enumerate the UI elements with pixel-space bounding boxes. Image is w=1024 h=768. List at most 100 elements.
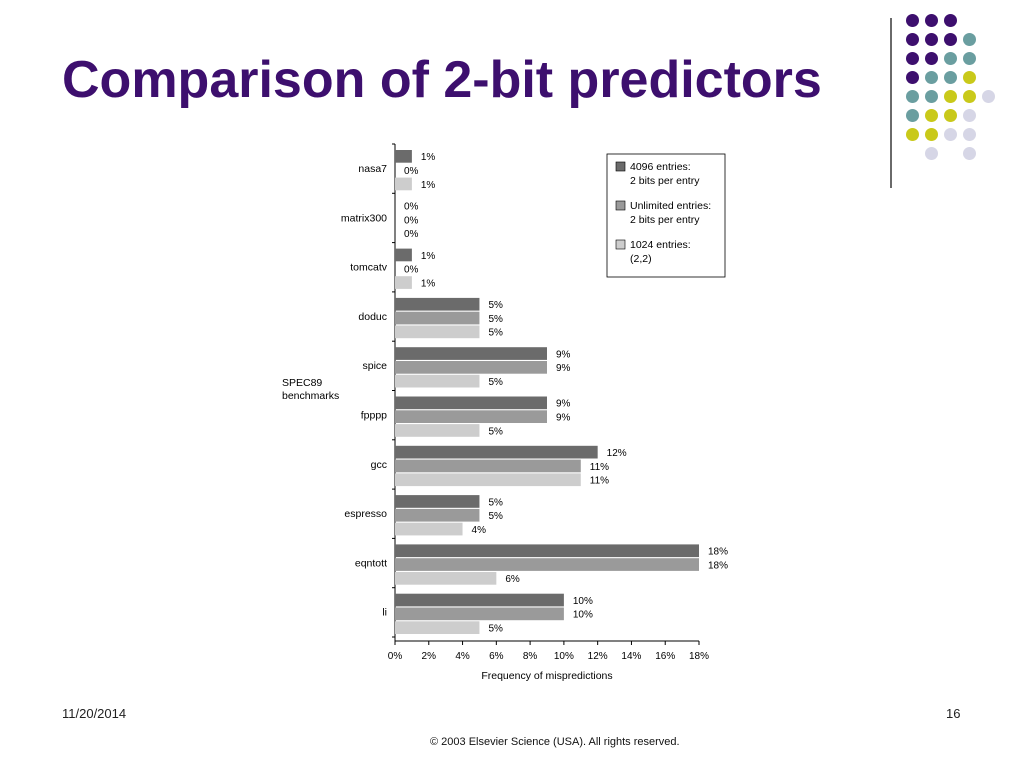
data-label: 0% <box>404 265 419 276</box>
decorative-dot <box>925 128 938 141</box>
data-label: 0% <box>404 202 419 213</box>
bar <box>395 607 564 621</box>
bar <box>395 361 547 374</box>
data-label: 12% <box>607 448 627 459</box>
decorative-dot <box>925 52 938 65</box>
bar <box>395 177 412 191</box>
bar <box>395 325 480 339</box>
data-label: 0% <box>404 215 419 226</box>
bar <box>395 311 480 325</box>
data-label: 0% <box>404 166 419 177</box>
data-label: 5% <box>488 624 503 635</box>
data-label: 5% <box>488 497 503 508</box>
bar-chart: 0% 2% 4% 6% 8% 10% 12% 14% 16% 18% Frequency of mi… <box>282 143 728 682</box>
y-axis-label: benchmarks <box>282 390 339 402</box>
decorative-dot <box>906 14 919 27</box>
decorative-dot <box>925 90 938 103</box>
bar <box>395 544 699 558</box>
category-label: nasa7 <box>358 163 387 175</box>
category-label: matrix300 <box>341 212 387 224</box>
data-label: 9% <box>556 413 571 424</box>
data-label: 6% <box>505 574 520 585</box>
data-label: 18% <box>708 547 728 558</box>
decorative-dot <box>906 109 919 122</box>
x-tick-label: 2% <box>422 651 437 662</box>
bar <box>395 248 412 262</box>
legend-label: (2,2) <box>630 253 652 265</box>
decorative-dot <box>906 90 919 103</box>
decorative-dot <box>925 109 938 122</box>
bar <box>395 621 480 634</box>
data-label: 5% <box>488 377 503 388</box>
category-label: fpppp <box>361 410 387 422</box>
bar <box>395 347 547 360</box>
decorative-dot-grid <box>906 14 1006 164</box>
decorative-dot <box>944 52 957 65</box>
data-label: 1% <box>421 278 436 289</box>
bar <box>395 459 581 473</box>
data-label: 11% <box>590 462 609 473</box>
bar <box>395 473 581 487</box>
x-tick-label: 16% <box>655 651 675 662</box>
legend-label: 4096 entries: <box>630 161 691 173</box>
legend-label: 2 bits per entry <box>630 214 700 226</box>
decorative-dot <box>963 109 976 122</box>
category-label: li <box>382 607 387 619</box>
page-number: 16 <box>946 706 961 721</box>
x-tick-label: 10% <box>554 651 574 662</box>
footer-date: 11/20/2014 <box>62 706 127 721</box>
bar <box>395 424 480 437</box>
data-label: 11% <box>590 476 609 487</box>
bar <box>395 150 412 163</box>
decorative-dot <box>944 71 957 84</box>
decorative-dot <box>925 71 938 84</box>
data-label: 5% <box>488 314 503 325</box>
title-divider-line <box>890 18 892 188</box>
data-label: 1% <box>421 251 436 262</box>
data-label: 9% <box>556 399 571 410</box>
data-label: 18% <box>708 560 728 571</box>
category-label: eqntott <box>355 557 387 569</box>
bar <box>395 445 598 459</box>
decorative-dot <box>906 33 919 46</box>
data-label: 5% <box>488 426 503 437</box>
category-label: espresso <box>344 508 387 520</box>
decorative-dot <box>963 147 976 160</box>
legend-swatch <box>615 161 626 172</box>
decorative-dot <box>944 33 957 46</box>
decorative-dot <box>944 90 957 103</box>
decorative-dot <box>925 14 938 27</box>
bar <box>395 276 412 289</box>
bar <box>395 593 564 607</box>
data-label: 5% <box>488 328 503 339</box>
bar <box>395 508 480 522</box>
bar <box>395 410 547 423</box>
x-tick-label: 14% <box>621 651 641 662</box>
data-label: 10% <box>573 596 593 607</box>
data-label: 1% <box>421 152 436 163</box>
category-label: spice <box>362 360 387 372</box>
data-label: 4% <box>472 525 487 536</box>
category-label: doduc <box>358 311 387 323</box>
decorative-dot <box>906 71 919 84</box>
x-tick-label: 6% <box>489 651 504 662</box>
decorative-dot <box>925 147 938 160</box>
data-label: 10% <box>573 610 593 621</box>
decorative-dot <box>906 128 919 141</box>
decorative-dot <box>944 14 957 27</box>
decorative-dot <box>906 52 919 65</box>
category-label: tomcatv <box>350 262 388 274</box>
legend-swatch <box>615 239 626 250</box>
bar <box>395 396 547 410</box>
bar <box>395 572 497 585</box>
copyright-notice: © 2003 Elsevier Science (USA). All right… <box>430 736 680 748</box>
decorative-dot <box>963 90 976 103</box>
legend-label: 2 bits per entry <box>630 175 700 187</box>
bar <box>395 558 699 571</box>
bar <box>395 374 480 388</box>
bar <box>395 495 480 508</box>
legend-swatch <box>615 200 626 211</box>
legend-label: Unlimited entries: <box>630 200 711 212</box>
x-tick-label: 8% <box>523 651 538 662</box>
data-label: 5% <box>488 300 503 311</box>
